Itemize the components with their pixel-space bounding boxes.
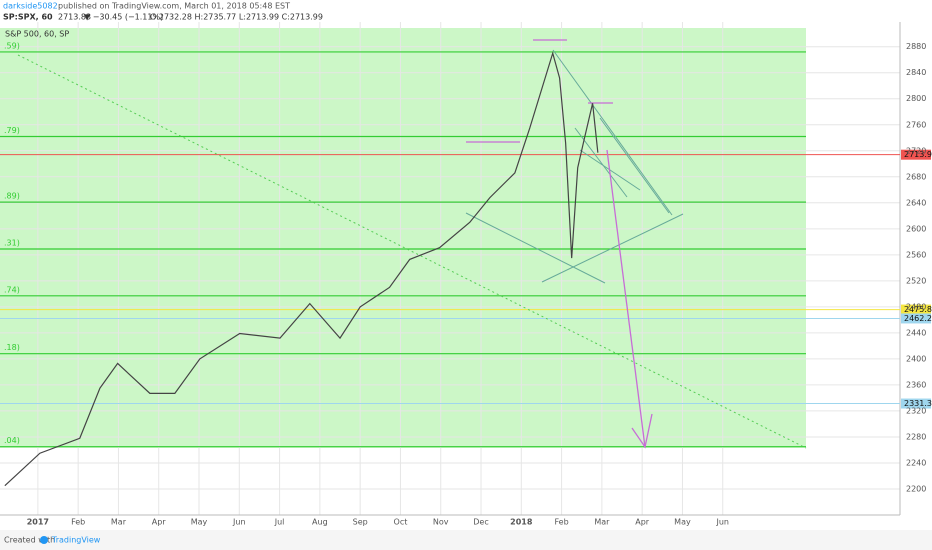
y-tick-label: 2520 [906,276,926,285]
last-price: 2713.83 [58,13,91,22]
price-tag-label: 2331.37 [904,399,932,408]
y-tick-label: 2360 [906,380,926,389]
x-tick-label: 2017 [27,518,49,527]
x-tick-label: Apr [152,518,167,527]
fib-label: .59) [4,41,20,50]
highlight-zone [0,28,806,448]
x-tick-label: Oct [394,518,408,527]
footer-created: Created with [4,536,55,545]
x-tick-label: Nov [433,518,449,527]
trend-line [552,49,673,216]
price-tag-label: 2713.99 [904,150,932,159]
footer-bar [0,530,932,550]
symbol: SP:SPX, 60 [3,13,53,22]
series [4,51,599,487]
y-tick-label: 2720 [906,146,926,155]
y-tick-label: 2400 [906,354,926,363]
fib-label: .18) [4,343,20,352]
fib-label: .79) [4,126,20,135]
arrow-head [631,413,653,449]
y-tick-label: 2320 [906,406,926,415]
chart-title: S&P 500, 60, SP [5,30,69,39]
y-tick-label: 2760 [906,120,926,129]
x-tick-label: Jun [232,518,246,527]
fib-label: .89) [4,192,20,201]
y-tick-label: 2600 [906,224,926,233]
change: ▼ −30.45 (−1.11%) [84,13,163,22]
annotations [466,39,653,449]
x-tick-label: May [191,518,208,527]
x-tick-label: Sep [353,518,368,527]
fib-label: .04) [4,436,20,445]
y-tick-label: 2640 [906,198,926,207]
x-tick-label: Aug [312,518,328,527]
levels: .59) .79) .89) .31) .74) .18) .04) 2713.99 2475.… [0,41,932,448]
footer-brand: TradingView [51,536,101,545]
trend-line [17,54,807,449]
y-tick-label: 2880 [906,42,926,51]
x-tick-label: Feb [555,518,569,527]
x-tick-label: May [674,518,691,527]
price-tag [901,149,931,160]
y-tick-label: 2800 [906,94,926,103]
x-tick-label: Dec [473,518,488,527]
arrow [606,149,646,448]
trend-line [541,213,684,283]
y-tick-label: 2440 [906,328,926,337]
price-tag [901,313,931,324]
fib-label: .74) [4,285,20,294]
ohlc: O:2732.28 H:2735.77 L:2713.99 C:2713.99 [150,13,323,22]
trend-line [465,212,606,284]
price-tag-label: 2462.21 [904,314,932,323]
fib-label: .31) [4,238,20,247]
x-tick-label: Jun [715,518,729,527]
y-tick-label: 2240 [906,458,926,467]
x-tick-label: Mar [111,518,127,527]
y-tick-label: 2840 [906,68,926,77]
x-tick-label: Apr [635,518,650,527]
price-tag [901,398,931,409]
y-tick-label: 2560 [906,250,926,259]
x-tick-label: Jul [274,518,285,527]
author: darkside5082 [3,2,58,11]
y-tick-label: 2480 [906,302,926,311]
price-tag-label: 2475.83 [904,305,932,314]
y-tick-label: 2200 [906,484,926,493]
price-line [4,51,599,487]
y-tick-label: 2680 [906,172,926,181]
grid [0,22,900,515]
x-tick-label: Mar [594,518,610,527]
logo [40,536,48,544]
x-tick-label: 2018 [510,518,533,527]
x-tick-label: Feb [71,518,85,527]
price-tag [901,304,931,315]
trend-line [599,117,670,214]
published: published on TradingView.com, March 01, … [58,2,290,11]
y-tick-label: 2280 [906,432,926,441]
